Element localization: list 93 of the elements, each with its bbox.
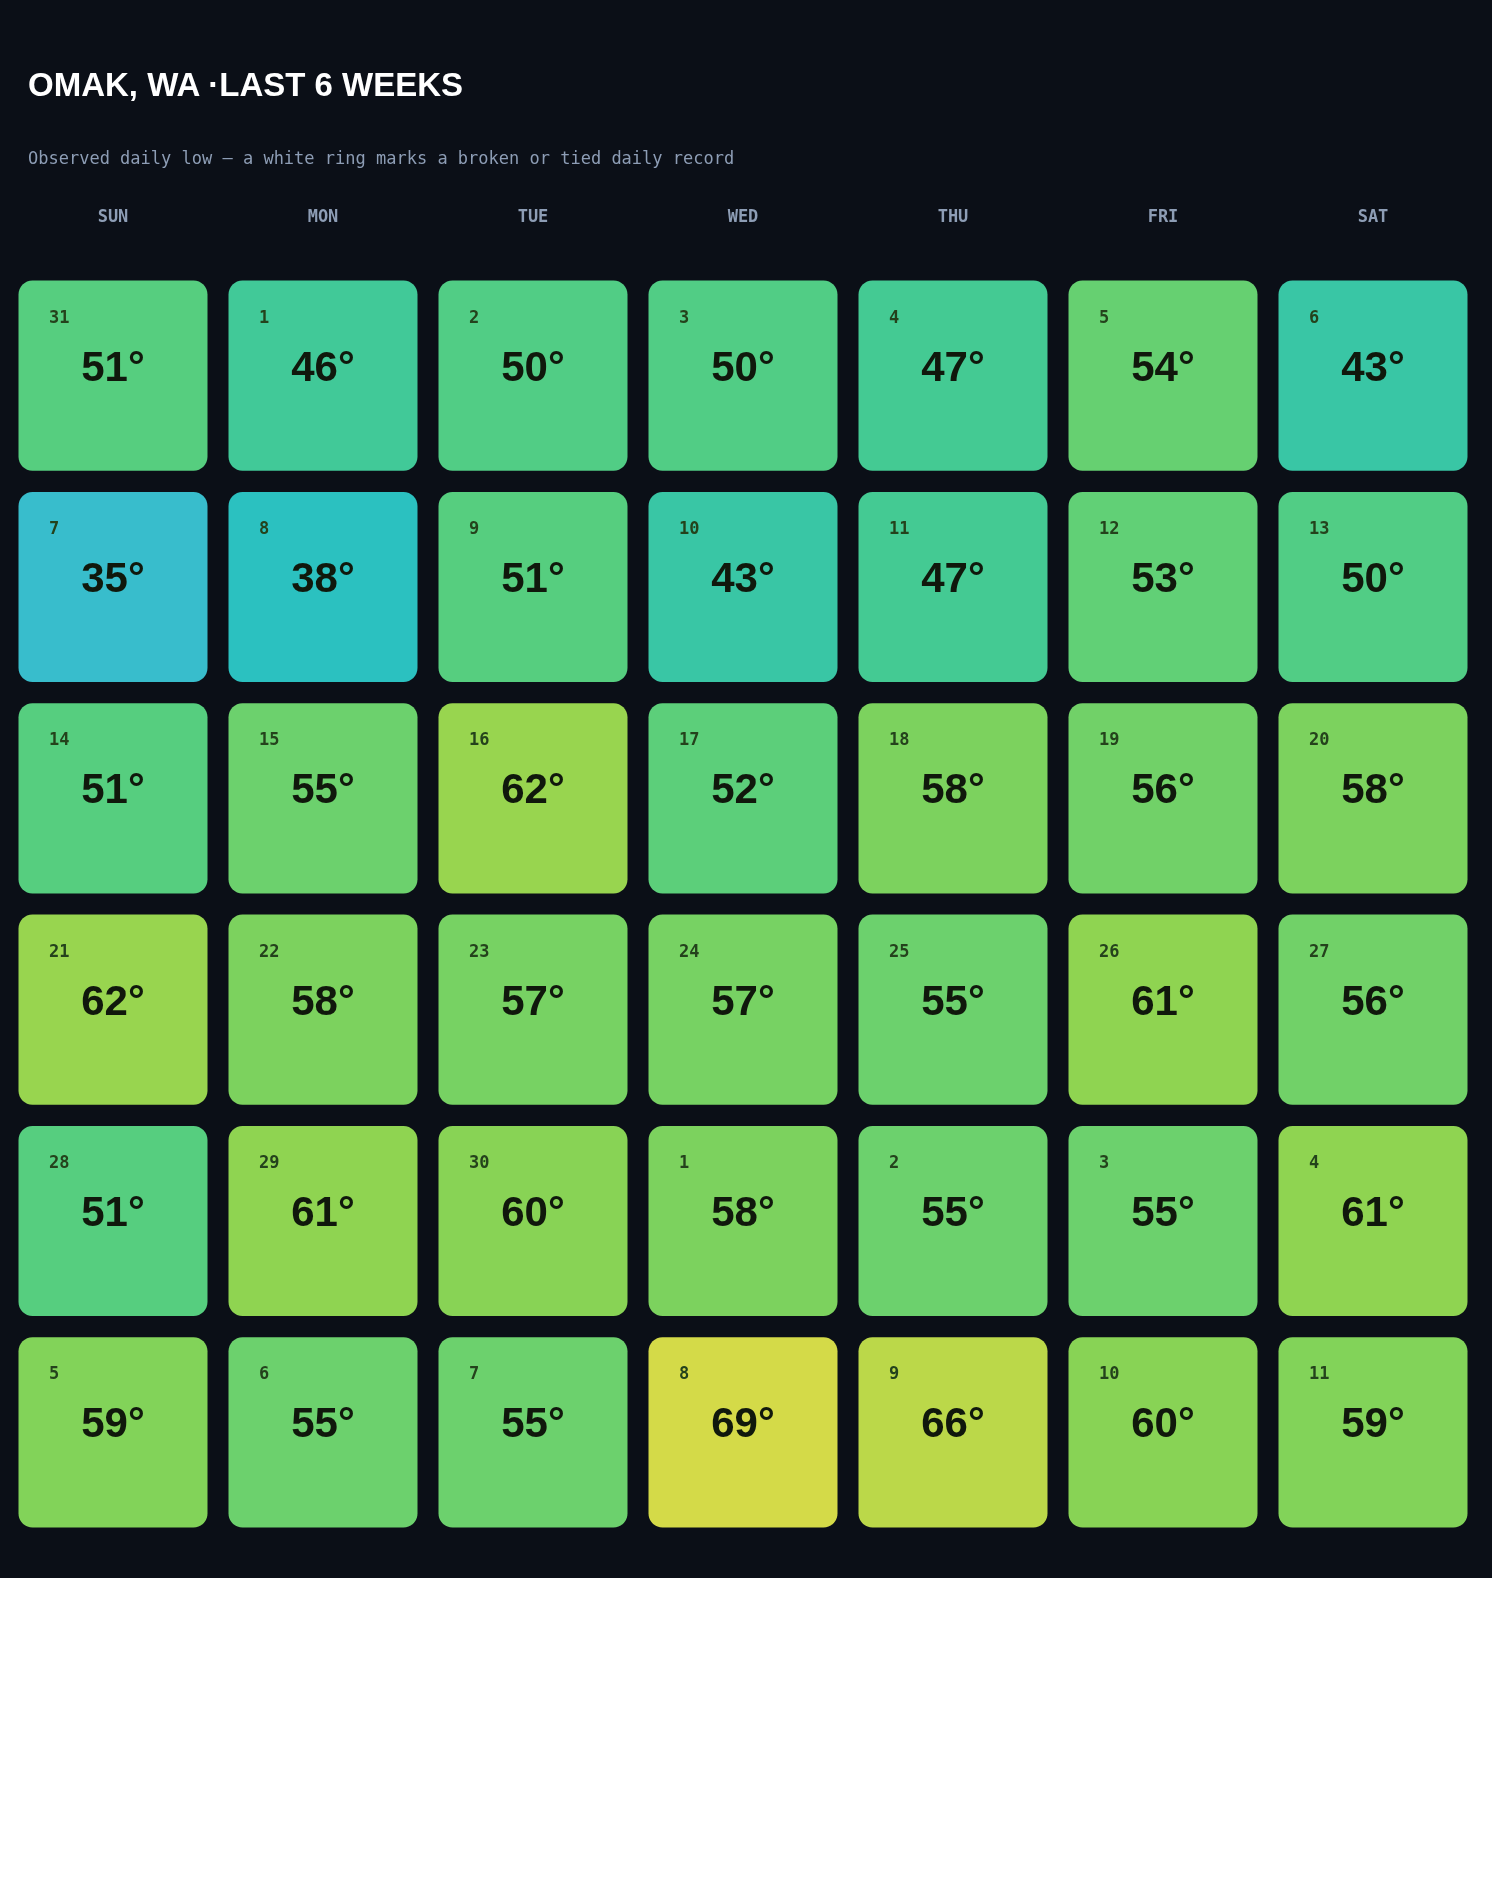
annotation: 11 (889, 518, 910, 538)
annotation: 28 (49, 1152, 70, 1172)
data-label: 59° (81, 1399, 145, 1447)
annotation: 16 (469, 729, 490, 750)
data-label: 35° (81, 554, 145, 601)
data-label: 55° (291, 1399, 355, 1447)
annotation: 21 (49, 940, 70, 961)
data-label: 66° (921, 1399, 985, 1447)
annotation: 3 (679, 306, 690, 327)
chart-title: OMAK, WA ·LAST 6 WEEKS (28, 66, 464, 103)
data-label: 43° (1341, 342, 1405, 390)
data-label: 52° (711, 765, 775, 813)
data-label: 47° (921, 342, 985, 390)
data-label: 50° (711, 342, 775, 390)
data-label: 51° (81, 1188, 145, 1235)
annotation: 9 (469, 518, 480, 538)
data-label: 61° (1131, 976, 1195, 1024)
data-label: 58° (921, 765, 985, 813)
annotation: 22 (259, 940, 280, 961)
x-tick-label: FRI (1147, 205, 1179, 226)
annotation: 2 (889, 1152, 900, 1172)
data-label: 54° (1131, 342, 1195, 390)
data-label: 50° (501, 342, 565, 390)
data-label: 60° (501, 1188, 565, 1235)
annotation: 1 (679, 1152, 690, 1172)
data-label: 46° (291, 342, 355, 390)
data-label: 69° (711, 1399, 775, 1447)
annotation: 11 (1309, 1363, 1330, 1384)
data-label: 55° (921, 1188, 985, 1235)
data-label: 56° (1131, 765, 1195, 813)
annotation: 18 (889, 729, 910, 750)
annotation: 6 (1309, 306, 1320, 327)
annotation: 7 (469, 1363, 480, 1384)
annotation: 9 (889, 1363, 900, 1384)
x-tick-label: MON (307, 205, 339, 226)
annotation: 14 (49, 729, 70, 750)
annotation: 10 (1099, 1363, 1120, 1384)
annotation: 12 (1099, 518, 1120, 538)
annotation: 25 (889, 940, 910, 961)
annotation: 4 (889, 306, 900, 327)
annotation: 4 (1309, 1152, 1320, 1172)
data-label: 50° (1341, 554, 1405, 601)
annotation: 2 (469, 306, 480, 327)
data-label: 58° (711, 1188, 775, 1235)
data-label: 47° (921, 554, 985, 601)
x-tick-label: SAT (1357, 205, 1389, 226)
annotation: 8 (679, 1363, 690, 1384)
annotation: 30 (469, 1152, 490, 1172)
data-label: 61° (291, 1188, 355, 1235)
data-label: 58° (291, 976, 355, 1024)
annotation: 24 (679, 940, 700, 961)
x-tick-label: THU (937, 205, 969, 226)
data-label: 43° (711, 554, 775, 601)
annotation: 5 (49, 1363, 60, 1384)
annotation: 19 (1099, 729, 1120, 750)
annotation: 23 (469, 940, 490, 961)
annotation: 15 (259, 729, 280, 750)
annotation: 29 (259, 1152, 280, 1172)
data-label: 51° (81, 342, 145, 390)
data-label: 59° (1341, 1399, 1405, 1447)
annotation: 8 (259, 518, 270, 538)
annotation: 10 (679, 518, 700, 538)
data-label: 62° (81, 976, 145, 1024)
data-label: 61° (1341, 1188, 1405, 1235)
annotation: 3 (1099, 1152, 1110, 1172)
annotation: 6 (259, 1363, 270, 1384)
annotation: 27 (1309, 940, 1330, 961)
data-label: 57° (711, 976, 775, 1024)
data-label: 60° (1131, 1399, 1195, 1447)
data-label: 51° (501, 554, 565, 601)
data-label: 55° (501, 1399, 565, 1447)
x-tick-label: TUE (517, 205, 549, 226)
data-label: 51° (81, 765, 145, 813)
x-tick-label: WED (727, 205, 759, 226)
annotation: 31 (49, 306, 70, 327)
x-tick-label: SUN (97, 205, 129, 226)
annotation: 17 (679, 729, 700, 750)
data-label: 57° (501, 976, 565, 1024)
annotation: 5 (1099, 306, 1110, 327)
annotation: 7 (49, 518, 60, 538)
data-label: 55° (291, 765, 355, 813)
annotation: 26 (1099, 940, 1120, 961)
data-label: 53° (1131, 554, 1195, 601)
annotation: 1 (259, 306, 270, 327)
data-label: 58° (1341, 765, 1405, 813)
data-label: 38° (291, 554, 355, 601)
annotation: 13 (1309, 518, 1330, 538)
data-label: 56° (1341, 976, 1405, 1024)
annotation: 20 (1309, 729, 1330, 750)
data-label: 55° (921, 976, 985, 1024)
data-label: 62° (501, 765, 565, 813)
data-label: 55° (1131, 1188, 1195, 1235)
chart-subtitle: Observed daily low — a white ring marks a broken or tied daily record (28, 148, 735, 168)
